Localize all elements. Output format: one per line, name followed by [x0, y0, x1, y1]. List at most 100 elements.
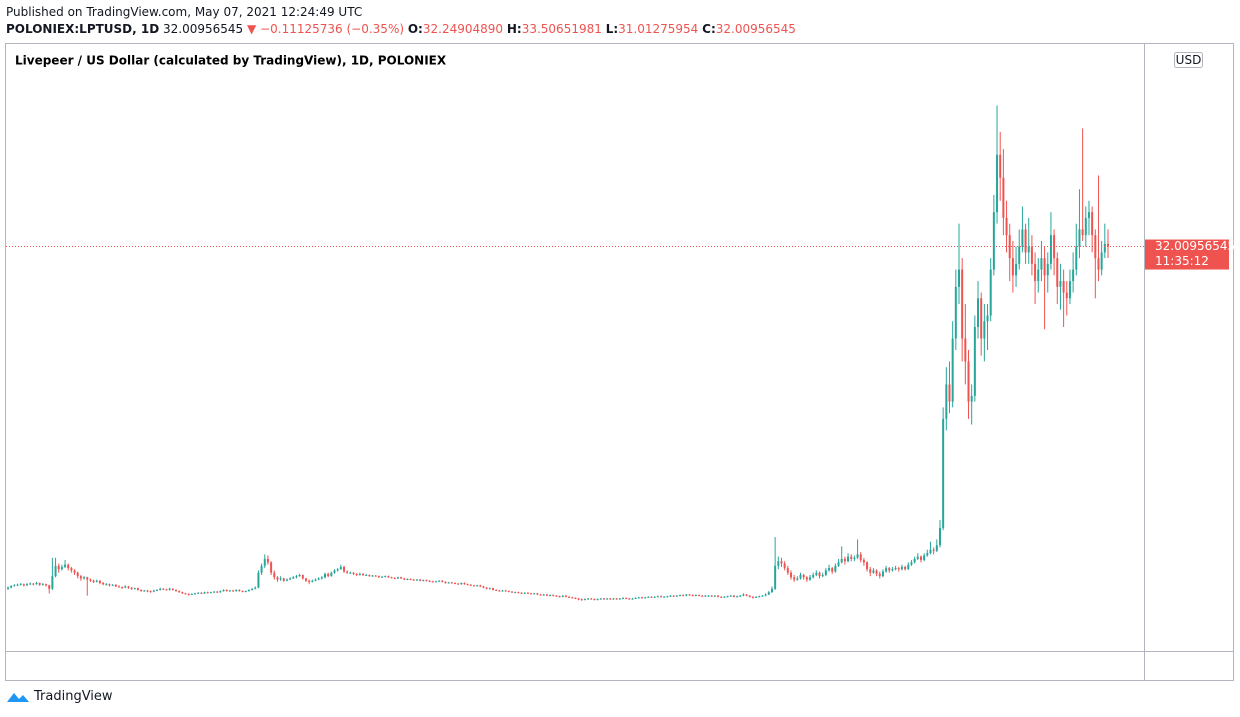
- ohlc-label: H:: [506, 22, 522, 36]
- candle-body: [1081, 229, 1084, 236]
- candle-body: [181, 592, 184, 594]
- candle-body: [374, 575, 377, 577]
- candle-body: [16, 584, 19, 586]
- candle-body: [377, 576, 380, 578]
- candle-body: [472, 585, 475, 587]
- candle-body: [980, 298, 983, 339]
- candle-body: [1008, 235, 1011, 259]
- candle-body: [324, 573, 326, 578]
- symbol-line: POLONIEX:LPTUSD, 1D 32.00956545 ▼ −0.111…: [6, 22, 796, 36]
- candle-body: [767, 592, 770, 595]
- candle-body: [517, 592, 520, 594]
- candle-body: [545, 594, 548, 596]
- candle-body: [396, 577, 399, 579]
- candle-body: [739, 595, 742, 597]
- candle-body: [542, 594, 545, 596]
- candle-body: [450, 582, 453, 584]
- candle-body: [235, 589, 238, 592]
- candle-body: [1053, 235, 1056, 259]
- candle-body: [241, 591, 244, 593]
- candle-body: [758, 596, 761, 598]
- candle-body: [793, 577, 796, 580]
- candle-body: [777, 561, 780, 566]
- candle-body: [967, 361, 970, 402]
- candle-body: [314, 579, 317, 581]
- candle-body: [558, 596, 561, 598]
- candle-body: [333, 570, 336, 573]
- candle-body: [298, 574, 301, 577]
- candle-body: [476, 585, 479, 587]
- candle-body: [95, 580, 98, 582]
- candle-body: [935, 545, 938, 551]
- candle-body: [533, 593, 536, 595]
- candle-body: [878, 573, 881, 577]
- candle-body: [228, 590, 231, 592]
- candle-body: [32, 583, 35, 585]
- candle-body: [1075, 246, 1078, 270]
- candle-body: [54, 565, 57, 577]
- candle-body: [168, 588, 171, 590]
- candle-body: [942, 418, 945, 528]
- candle-body: [926, 553, 929, 556]
- candle-body: [431, 581, 434, 583]
- candle-body: [73, 570, 76, 573]
- candle-body: [1018, 246, 1021, 264]
- candle-body: [7, 587, 9, 589]
- candle-body: [422, 580, 425, 582]
- candle-body: [783, 563, 786, 569]
- candle-body: [238, 589, 241, 592]
- candle-body: [897, 568, 900, 570]
- candle-body: [320, 577, 323, 579]
- ohlc-value: 32.00956545: [715, 22, 796, 36]
- candle-body: [1084, 217, 1087, 236]
- candle-body: [555, 595, 558, 597]
- candle-body: [916, 556, 919, 559]
- candle-body: [257, 572, 260, 588]
- candle-body: [634, 597, 637, 599]
- candle-body: [590, 598, 593, 600]
- candle-body: [913, 558, 916, 563]
- candle-body: [866, 562, 869, 570]
- candle-body: [225, 589, 228, 592]
- candle-body: [216, 591, 219, 593]
- candle-body: [155, 589, 158, 591]
- candle-body: [1027, 246, 1030, 253]
- candle-body: [885, 568, 888, 572]
- candle-body: [232, 590, 235, 592]
- candle-body: [1015, 263, 1018, 276]
- candle-body: [618, 598, 621, 600]
- candle-body: [301, 574, 304, 579]
- candle-body: [834, 565, 837, 572]
- candle-body: [346, 571, 349, 573]
- candle-body: [745, 594, 748, 596]
- candle-body: [850, 556, 853, 559]
- candle-body: [343, 566, 346, 572]
- candle-body: [954, 286, 957, 339]
- candle-body: [495, 589, 498, 591]
- candle-body: [86, 577, 89, 580]
- countdown-label: 11:35:12: [1155, 254, 1209, 268]
- candle-body: [1021, 229, 1024, 247]
- candle-body: [412, 579, 415, 581]
- candle-body: [907, 564, 910, 570]
- candle-body: [1034, 263, 1037, 282]
- candle-body: [1065, 292, 1068, 299]
- candle-body: [409, 579, 412, 581]
- candle-body: [51, 576, 54, 589]
- candle-body: [453, 583, 456, 585]
- candle-body: [292, 577, 295, 579]
- ohlc-value: 31.01275954: [618, 22, 699, 36]
- candle-body: [872, 570, 875, 573]
- footer: TradingView: [6, 689, 113, 704]
- candle-body: [200, 592, 203, 594]
- candle-body: [76, 572, 79, 577]
- candle-body: [438, 580, 441, 582]
- candle-body: [799, 574, 802, 579]
- change-arrow: ▼: [247, 22, 257, 36]
- candle-body: [282, 578, 285, 581]
- candle-body: [136, 588, 139, 590]
- candle-body: [165, 589, 168, 591]
- brand: TradingView: [34, 689, 113, 704]
- candle-body: [539, 594, 542, 596]
